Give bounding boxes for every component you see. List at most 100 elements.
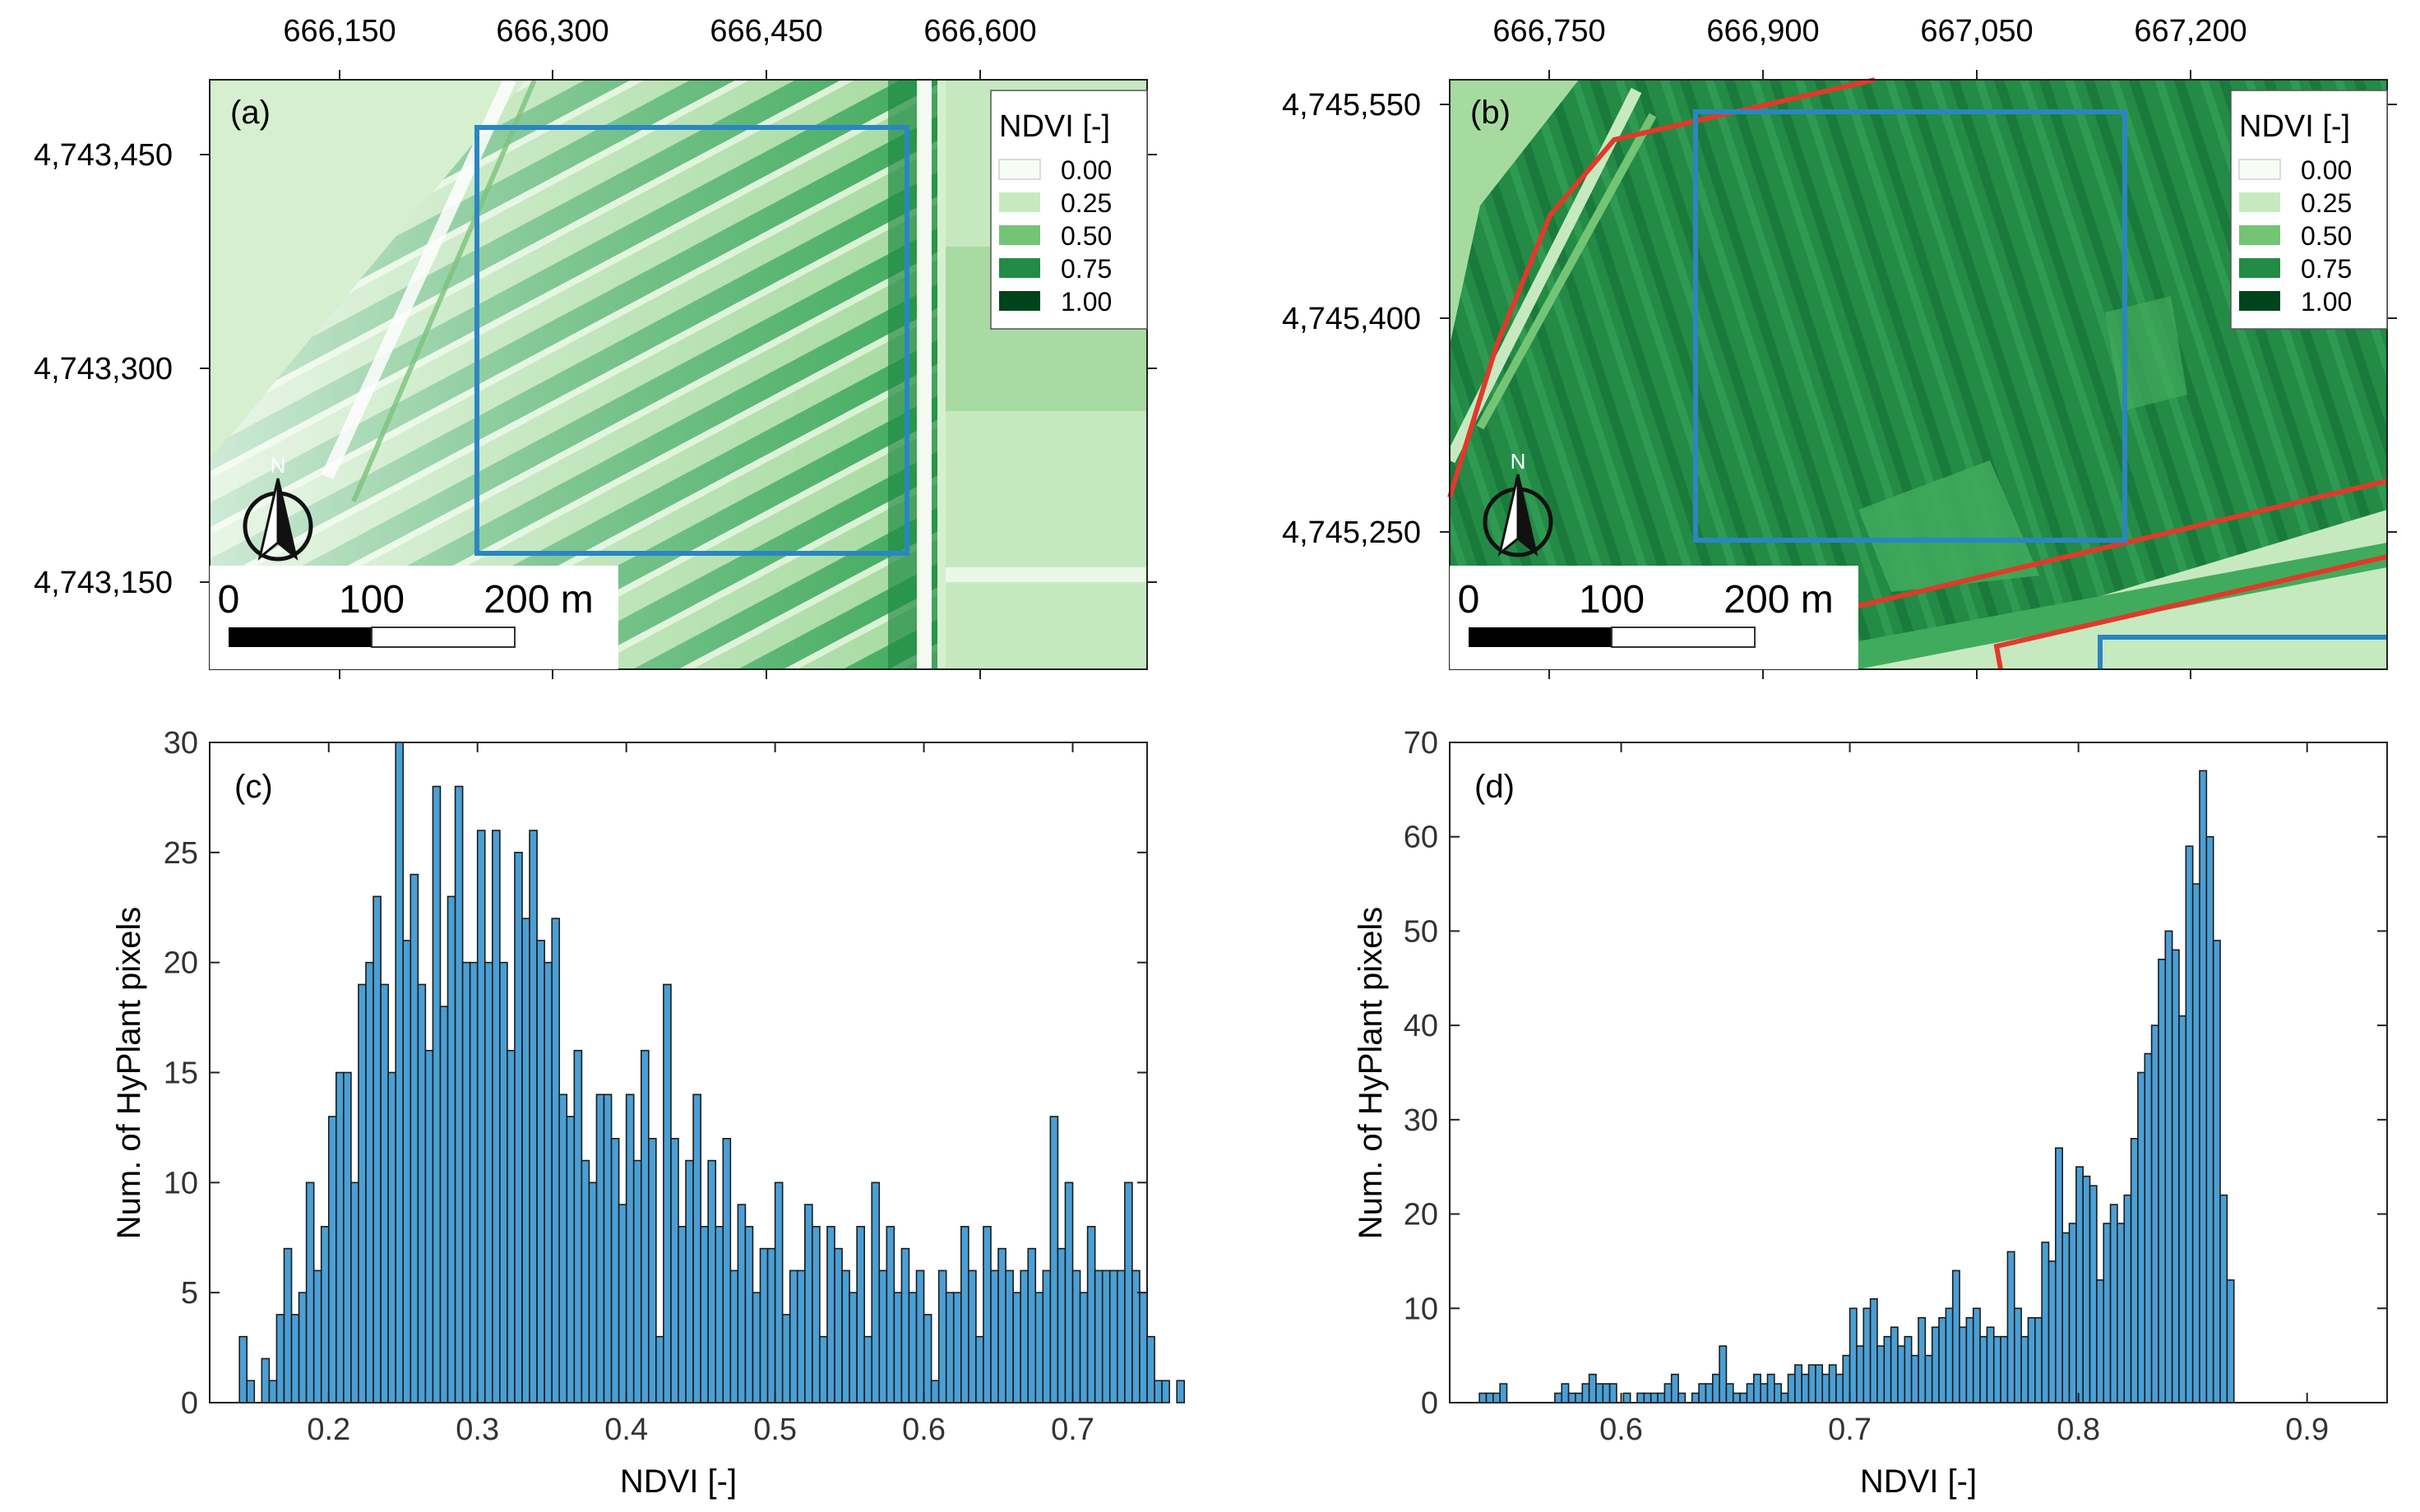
x-axis-label-c: NDVI [-] — [620, 1463, 737, 1500]
histogram-bar — [372, 895, 382, 1403]
histogram-bar — [2068, 1223, 2077, 1403]
histogram-bar — [417, 983, 427, 1403]
histogram-bar — [1835, 1373, 1844, 1403]
histogram-bar — [930, 1380, 940, 1403]
histogram-bar — [1677, 1392, 1687, 1403]
histogram-bar — [1821, 1373, 1830, 1403]
histogram-bar — [1719, 1345, 1728, 1403]
north-label: N — [271, 453, 286, 478]
histogram-bar — [1622, 1392, 1631, 1403]
histogram-bar — [1492, 1392, 1501, 1403]
histogram-bar — [327, 1116, 337, 1403]
map-a-x-ticks: 666,150 666,300 666,450 666,600 — [283, 14, 1037, 679]
histogram-bar — [759, 1247, 769, 1403]
histogram-bar — [529, 830, 538, 1403]
histogram-bar — [469, 961, 479, 1403]
histogram-bar — [1787, 1373, 1796, 1403]
north-label: N — [1511, 449, 1526, 474]
scale-label: 0 — [1458, 578, 1480, 622]
histogram-bar — [685, 1159, 694, 1403]
scale-label: 0 — [218, 578, 240, 622]
histogram-bar — [997, 1247, 1006, 1403]
y-tick-label: 30 — [1404, 1103, 1438, 1138]
histogram-bar — [2020, 1335, 2029, 1403]
histogram-bar — [1992, 1335, 2001, 1403]
x-tick-label: 0.6 — [902, 1413, 946, 1447]
histogram-bar — [350, 1181, 359, 1403]
histogram-bar — [1588, 1373, 1597, 1403]
map-a-ytick-label: 4,743,300 — [34, 352, 173, 386]
bars-c — [238, 742, 1186, 1403]
legend-b: NDVI [-] 0.00 0.25 0.50 0.75 1.00 — [2230, 90, 2388, 330]
histogram-bar — [1005, 1269, 1014, 1403]
histogram-bar — [1650, 1392, 1659, 1403]
y-tick-label: 0 — [181, 1386, 198, 1421]
legend-title: NDVI [-] — [2239, 109, 2350, 144]
histogram-panel-c: 0.2 0.3 0.4 0.5 0.6 0.7 0 5 10 15 20 25 30 (c) NDVI … — [111, 726, 1186, 1500]
y-tick-label: 15 — [164, 1057, 198, 1091]
x-axis-label-d: NDVI [-] — [1860, 1463, 1977, 1500]
histogram-bar — [871, 1181, 881, 1403]
histogram-bar — [1139, 1292, 1148, 1403]
histogram-bar — [1042, 1269, 1052, 1403]
histogram-bar — [2144, 1052, 2153, 1403]
y-tick-label: 30 — [164, 726, 198, 761]
histogram-bar — [1691, 1392, 1700, 1403]
histogram-bar — [298, 1292, 308, 1403]
histogram-bar — [715, 1226, 724, 1403]
histogram-bar — [819, 1335, 828, 1403]
x-tick-label: 0.6 — [1599, 1413, 1643, 1447]
y-axis-label-d: Num. of HyPlant pixels — [1353, 907, 1389, 1240]
histogram-bar — [424, 1049, 434, 1403]
histogram-bar — [1972, 1307, 1981, 1403]
legend-item-label: 0.00 — [2301, 155, 2352, 185]
histogram-bar — [960, 1226, 969, 1403]
histogram-bar — [2006, 1251, 2015, 1403]
histogram-bar — [1876, 1345, 1886, 1403]
histogram-bar — [507, 1049, 516, 1403]
histogram-bar — [2137, 1071, 2146, 1403]
map-frame-b — [1449, 79, 2388, 670]
histogram-bar — [1057, 1247, 1067, 1403]
y-tick-label: 10 — [1404, 1292, 1438, 1326]
histogram-bar — [268, 1380, 278, 1403]
histogram-bar — [1595, 1383, 1604, 1403]
map-b-y-ticks: 4,745,550 4,745,400 4,745,250 — [1282, 88, 2397, 550]
histogram-bar — [1663, 1383, 1673, 1403]
histogram-bar — [1499, 1383, 1508, 1403]
legend-item-label: 1.00 — [1061, 287, 1112, 317]
panel-label-d: (d) — [1474, 769, 1515, 805]
histogram-bar — [1608, 1383, 1617, 1403]
histogram-bar — [2034, 1316, 2043, 1403]
histogram-bar — [1636, 1392, 1645, 1403]
map-a-xtick-label: 666,150 — [283, 14, 396, 49]
x-tick-label: 0.3 — [456, 1413, 499, 1447]
histogram-bar — [558, 1094, 568, 1403]
histogram-bar — [915, 1269, 925, 1403]
legend-swatch — [2239, 291, 2280, 311]
legend-item-label: 0.75 — [2301, 254, 2352, 284]
histogram-bar — [1766, 1373, 1775, 1403]
histogram-bar — [1815, 1364, 1824, 1403]
histogram-bar — [983, 1226, 992, 1403]
histogram-bar — [952, 1292, 962, 1403]
histogram-bar — [551, 918, 561, 1403]
histogram-bar — [275, 1314, 285, 1403]
map-b-ytick-label: 4,745,550 — [1282, 88, 1421, 123]
histogram-bar — [722, 1138, 732, 1403]
histogram-bar — [1117, 1269, 1126, 1403]
histogram-bar — [975, 1335, 984, 1403]
histogram-bar — [1918, 1316, 1927, 1403]
y-tick-label: 40 — [1404, 1009, 1438, 1043]
legend-swatch — [998, 159, 1041, 180]
histogram-bar — [2061, 1232, 2071, 1403]
north-arrow-icon: N — [243, 453, 313, 562]
histogram-bar — [2041, 1242, 2050, 1403]
scale-bar-a: 0 100 200 m — [210, 566, 618, 669]
y-tick-label: 10 — [164, 1166, 198, 1200]
histogram-bar — [1801, 1373, 1810, 1403]
histogram-bar — [1732, 1392, 1741, 1403]
histogram-bar — [632, 1159, 642, 1403]
histogram-bar — [663, 983, 672, 1403]
histogram-bar — [2103, 1223, 2112, 1403]
